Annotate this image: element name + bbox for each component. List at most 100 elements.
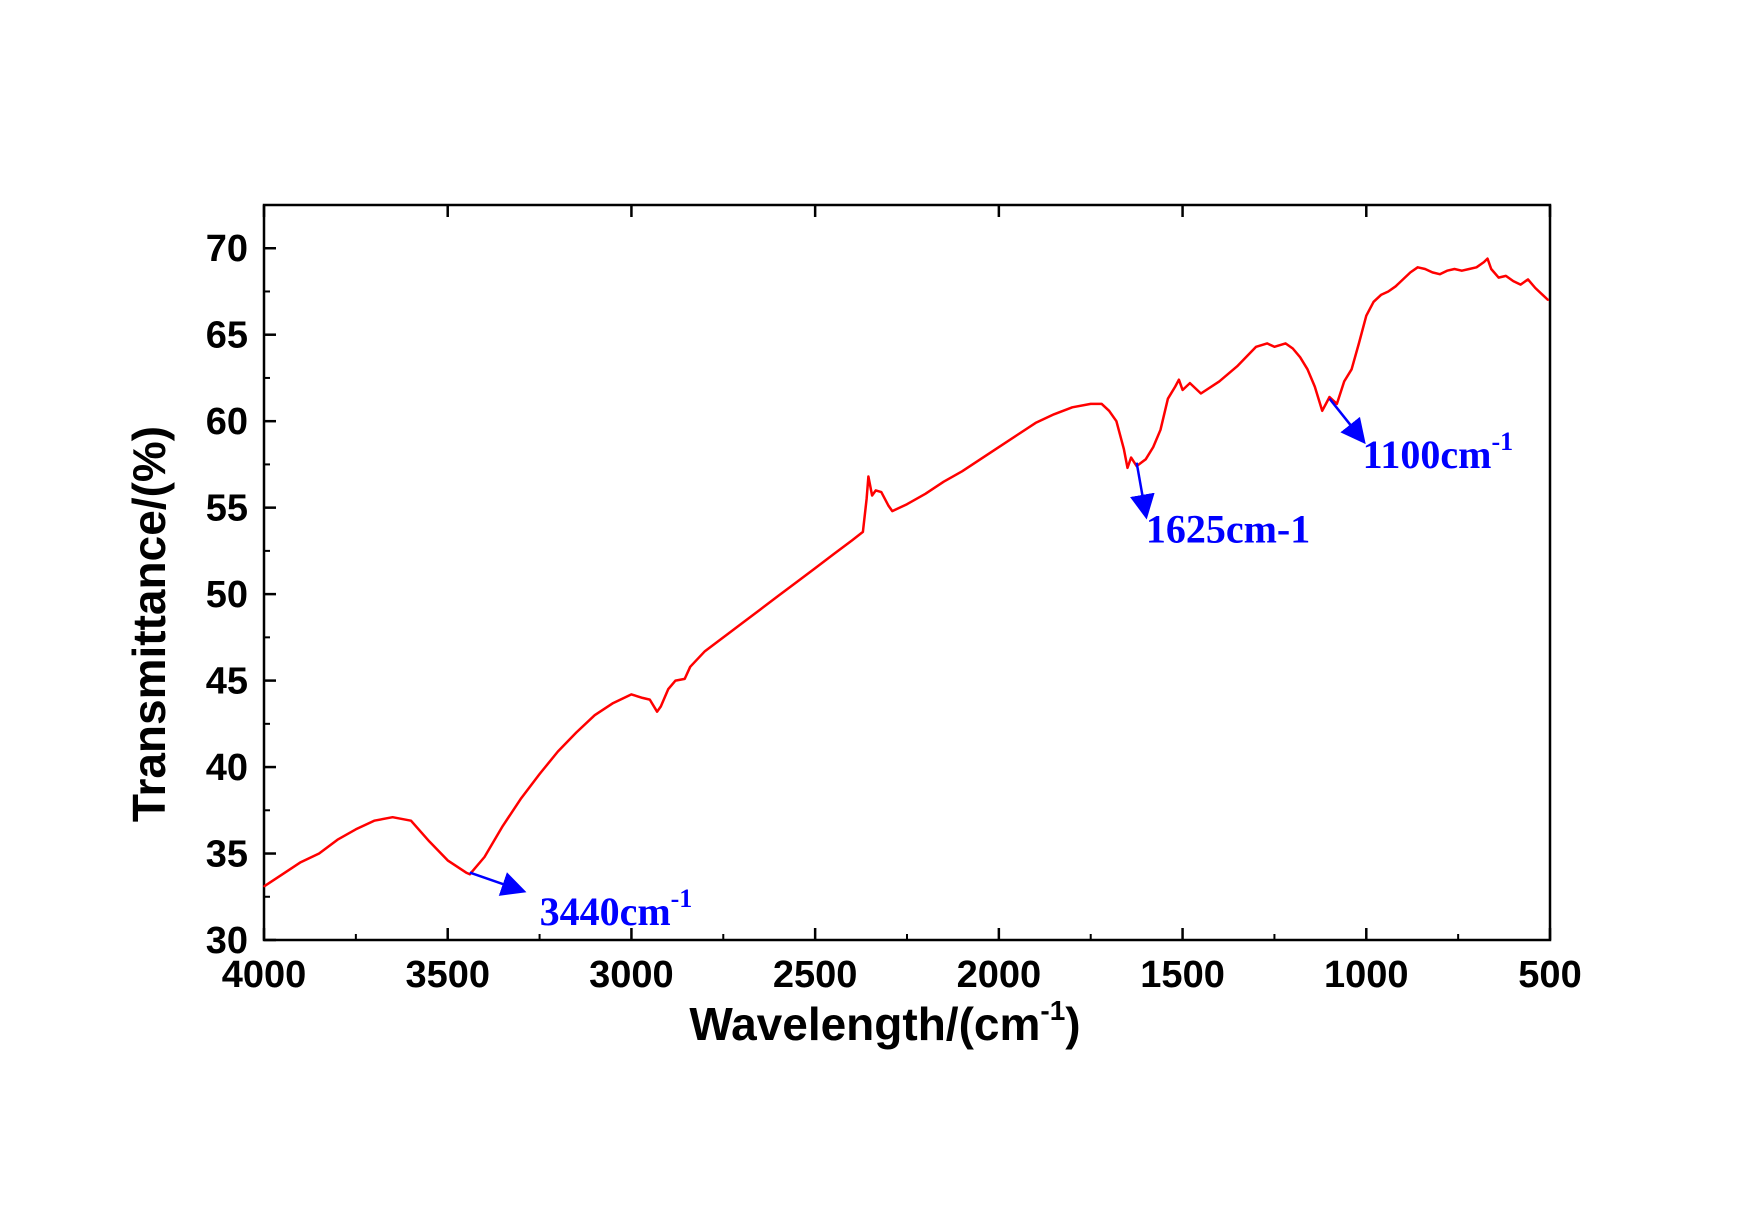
data-point — [1416, 266, 1419, 269]
data-point — [660, 705, 662, 708]
data-point — [1325, 403, 1327, 405]
y-tick-label: 45 — [206, 661, 248, 703]
data-point — [502, 825, 504, 827]
x-tick-label: 3000 — [589, 954, 674, 996]
data-point — [1108, 410, 1110, 412]
data-point — [891, 510, 894, 512]
data-point — [656, 710, 658, 713]
annotation-label: 1100cm-1 — [1363, 427, 1514, 477]
data-point — [612, 702, 614, 704]
data-point — [1519, 283, 1522, 286]
data-point — [373, 819, 376, 822]
data-point — [1053, 413, 1055, 416]
data-point — [1512, 280, 1515, 282]
data-point — [1071, 406, 1074, 409]
data-point — [391, 816, 394, 818]
annotation-arrow — [1328, 397, 1366, 445]
data-point — [777, 595, 780, 597]
data-point — [1145, 458, 1147, 461]
x-axis-title-main: Wavelength/(cm — [689, 998, 1040, 1050]
data-point — [1527, 278, 1529, 281]
data-point — [1409, 271, 1412, 274]
annotation-label: 1625cm-1 — [1146, 507, 1310, 552]
data-point — [1486, 257, 1489, 260]
data-point — [740, 622, 743, 625]
data-point — [1497, 276, 1500, 279]
data-point — [1541, 294, 1544, 296]
data-point — [832, 553, 835, 556]
data-point — [865, 498, 868, 500]
x-axis-title: Wavelength/(cm-1) — [689, 995, 1080, 1050]
data-point — [814, 567, 816, 569]
data-point — [1200, 392, 1202, 395]
spectrum-line — [263, 257, 1550, 888]
data-point — [1387, 290, 1390, 293]
data-point — [1534, 287, 1537, 289]
y-tick-label: 55 — [206, 488, 248, 530]
data-point — [1100, 403, 1103, 405]
data-point — [1321, 410, 1323, 412]
data-point — [410, 819, 412, 822]
data-point — [318, 852, 320, 855]
data-point — [520, 797, 522, 799]
data-point — [880, 491, 883, 493]
data-point — [1126, 467, 1129, 469]
data-point — [281, 873, 284, 876]
data-point — [641, 697, 644, 699]
data-point — [674, 679, 677, 682]
data-point — [1174, 385, 1176, 388]
x-axis-title-suffix: ) — [1065, 998, 1080, 1050]
data-point — [1446, 269, 1448, 272]
data-point — [759, 608, 761, 611]
data-point — [1461, 269, 1463, 272]
data-point — [1505, 275, 1507, 277]
data-point — [796, 581, 798, 583]
data-point — [1306, 368, 1309, 371]
data-point — [1402, 278, 1404, 281]
x-tick-label: 4000 — [222, 954, 307, 996]
annotation-arrow — [1130, 462, 1155, 520]
y-tick-label: 35 — [206, 834, 248, 876]
data-point — [887, 505, 890, 507]
data-point — [1266, 342, 1268, 345]
data-point — [1483, 261, 1485, 263]
data-point — [1358, 342, 1360, 345]
x-tick-label: 2000 — [957, 954, 1042, 996]
x-axis-title-superscript: -1 — [1040, 995, 1065, 1026]
data-point — [630, 693, 633, 696]
data-point — [1284, 342, 1287, 345]
data-point — [428, 840, 431, 843]
data-point — [961, 470, 963, 473]
data-point — [1336, 403, 1338, 405]
data-point — [649, 698, 651, 701]
data-point — [1189, 382, 1191, 384]
data-point — [1255, 346, 1257, 348]
data-point — [851, 539, 853, 542]
data-point — [1218, 380, 1221, 383]
data-point — [1152, 446, 1154, 448]
data-point — [1115, 420, 1118, 423]
x-tick-label: 500 — [1518, 954, 1581, 996]
data-point — [722, 636, 725, 639]
data-point — [1181, 389, 1184, 391]
data-point — [1453, 268, 1456, 270]
x-tick-label: 3500 — [405, 954, 490, 996]
data-point — [1273, 346, 1276, 348]
y-axis-title: Transmittance/(%) — [123, 426, 175, 822]
data-point — [998, 446, 1000, 448]
data-point — [1490, 268, 1492, 270]
data-point — [1130, 456, 1132, 459]
data-point — [1468, 268, 1470, 270]
data-point — [1089, 403, 1092, 405]
data-point — [1123, 448, 1125, 450]
data-point — [1431, 271, 1434, 274]
data-point — [1016, 434, 1018, 436]
data-point — [667, 688, 669, 690]
data-point — [593, 714, 596, 716]
data-point — [299, 861, 302, 863]
data-point — [683, 678, 686, 680]
data-point — [1350, 368, 1353, 371]
data-point — [871, 494, 873, 497]
annotation-label: 3440cm-1 — [540, 884, 693, 934]
